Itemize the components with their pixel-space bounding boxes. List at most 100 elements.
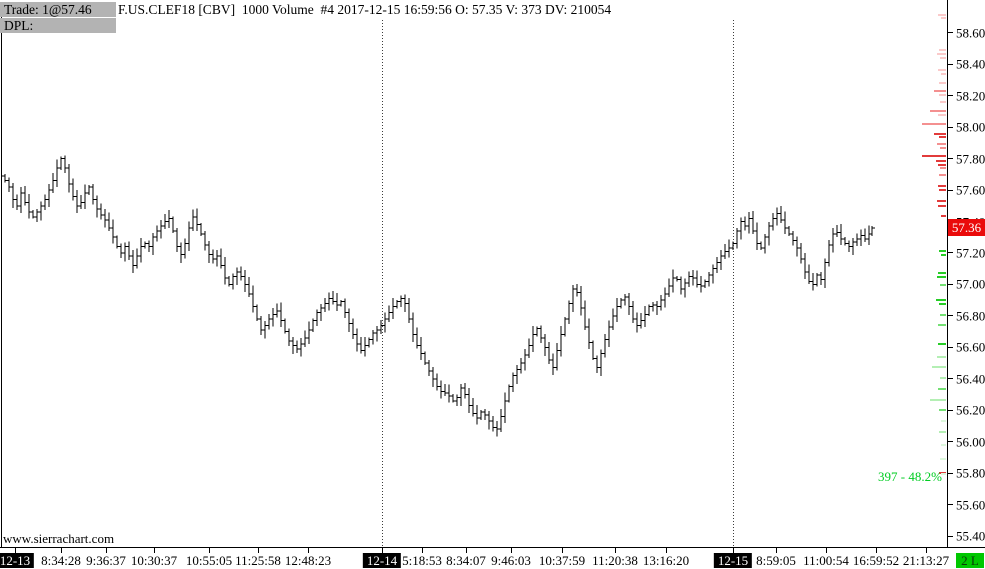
session-boundary-line [382, 20, 383, 547]
ohlc-bars-path [2, 155, 875, 437]
ask-depth-mark [941, 17, 946, 19]
bid-depth-mark [939, 409, 946, 411]
time-tick-label: 8:59:05 [756, 553, 796, 568]
time-tick [733, 548, 734, 553]
bid-depth-mark [938, 343, 946, 345]
price-tick [948, 409, 953, 411]
price-tick-label: 58.40 [956, 56, 985, 72]
time-tick-label: 8:34:28 [41, 553, 81, 568]
time-tick-label: 10:55:05 [185, 553, 233, 568]
session-date-label: 12-13 [0, 553, 35, 568]
price-tick-label: 57.80 [956, 151, 985, 167]
ask-depth-mark [939, 136, 946, 138]
time-tick [615, 548, 616, 553]
ask-depth-mark [930, 110, 946, 112]
time-tick [422, 548, 423, 553]
bid-depth-mark [941, 254, 946, 256]
price-tick-label: 57.20 [956, 245, 985, 261]
bid-depth-mark [941, 444, 946, 446]
bid-depth-mark [937, 356, 946, 358]
ask-depth-mark [939, 174, 946, 176]
time-tick-label: 10:30:37 [130, 553, 178, 568]
price-tick [948, 472, 953, 474]
price-tick [948, 283, 953, 285]
time-tick-label: 9:36:37 [86, 553, 126, 568]
ask-depth-mark [938, 14, 946, 16]
price-tick [948, 189, 953, 191]
time-tick-label: 11:20:38 [592, 553, 638, 568]
price-tick [948, 252, 953, 254]
price-tick-label: 56.60 [956, 339, 985, 355]
bid-depth-mark [940, 284, 946, 286]
ask-depth-mark [936, 160, 946, 162]
bid-depth-mark [939, 303, 946, 305]
time-tick [876, 548, 877, 553]
chart-title: F.US.CLEF18 [CBV] 1000 Volume #4 2017-12… [118, 2, 612, 17]
price-tick [948, 346, 953, 348]
ask-depth-mark [937, 143, 946, 145]
bid-depth-mark [936, 299, 946, 301]
time-tick-label: 9:46:03 [491, 553, 531, 568]
time-tick-label: 16:59:52 [852, 553, 900, 568]
bid-depth-mark [941, 473, 946, 475]
time-tick-label: 12:48:23 [284, 553, 332, 568]
ask-depth-mark [938, 205, 946, 207]
bid-depth-mark [939, 431, 946, 433]
ask-depth-mark [939, 49, 946, 51]
time-tick [61, 548, 62, 553]
price-tick [948, 158, 953, 160]
price-tick-label: 56.40 [956, 371, 985, 387]
bid-depth-mark [939, 250, 946, 252]
ask-depth-mark [922, 123, 946, 125]
bid-depth-mark [940, 458, 946, 460]
ask-depth-mark [938, 164, 946, 166]
time-tick-label: 21:13:27 [902, 553, 950, 568]
price-tick-label: 58.00 [956, 119, 985, 135]
time-tick [926, 548, 927, 553]
time-tick [15, 548, 16, 553]
price-tick [948, 32, 953, 34]
price-tick-label: 55.80 [956, 465, 985, 481]
bid-depth-mark [938, 388, 946, 390]
time-axis-line[interactable] [0, 547, 985, 548]
price-tick [948, 378, 953, 380]
time-tick [826, 548, 827, 553]
price-tick [948, 63, 953, 65]
price-tick [948, 504, 953, 505]
price-tick-label: 58.60 [956, 25, 985, 41]
price-tick-label: 55.40 [956, 528, 985, 544]
sierrachart-watermark: www.sierrachart.com [3, 531, 115, 546]
time-tick [308, 548, 309, 553]
volume-stat-label: 397 - 48.2% [878, 469, 942, 484]
ask-depth-mark [938, 69, 946, 71]
bid-depth-mark [937, 276, 946, 278]
price-axis-line[interactable] [947, 0, 948, 548]
ask-depth-mark [939, 94, 946, 96]
price-tick [948, 535, 953, 537]
bid-depth-mark [938, 324, 946, 326]
price-tick-label: 56.20 [956, 402, 985, 418]
session-boundary-line [733, 20, 734, 547]
chart-lock-badge[interactable]: 2 L [956, 553, 984, 568]
bid-depth-mark [941, 420, 946, 422]
time-tick [106, 548, 107, 553]
time-tick [776, 548, 777, 553]
ask-depth-mark [940, 101, 946, 103]
ask-depth-mark [941, 73, 946, 75]
time-tick-label: 10:37:59 [538, 553, 586, 568]
time-tick [666, 548, 667, 553]
time-tick [258, 548, 259, 553]
time-tick [511, 548, 512, 553]
price-tick-label: 56.80 [956, 308, 985, 324]
price-tick [948, 95, 953, 97]
bid-depth-mark [938, 272, 946, 274]
time-tick-label: 11:00:54 [803, 553, 849, 568]
bid-depth-mark [932, 366, 946, 368]
ask-depth-mark [937, 200, 946, 202]
time-tick [382, 548, 383, 553]
ask-depth-mark [938, 114, 946, 116]
time-tick [209, 548, 210, 553]
bid-depth-mark [930, 399, 946, 401]
